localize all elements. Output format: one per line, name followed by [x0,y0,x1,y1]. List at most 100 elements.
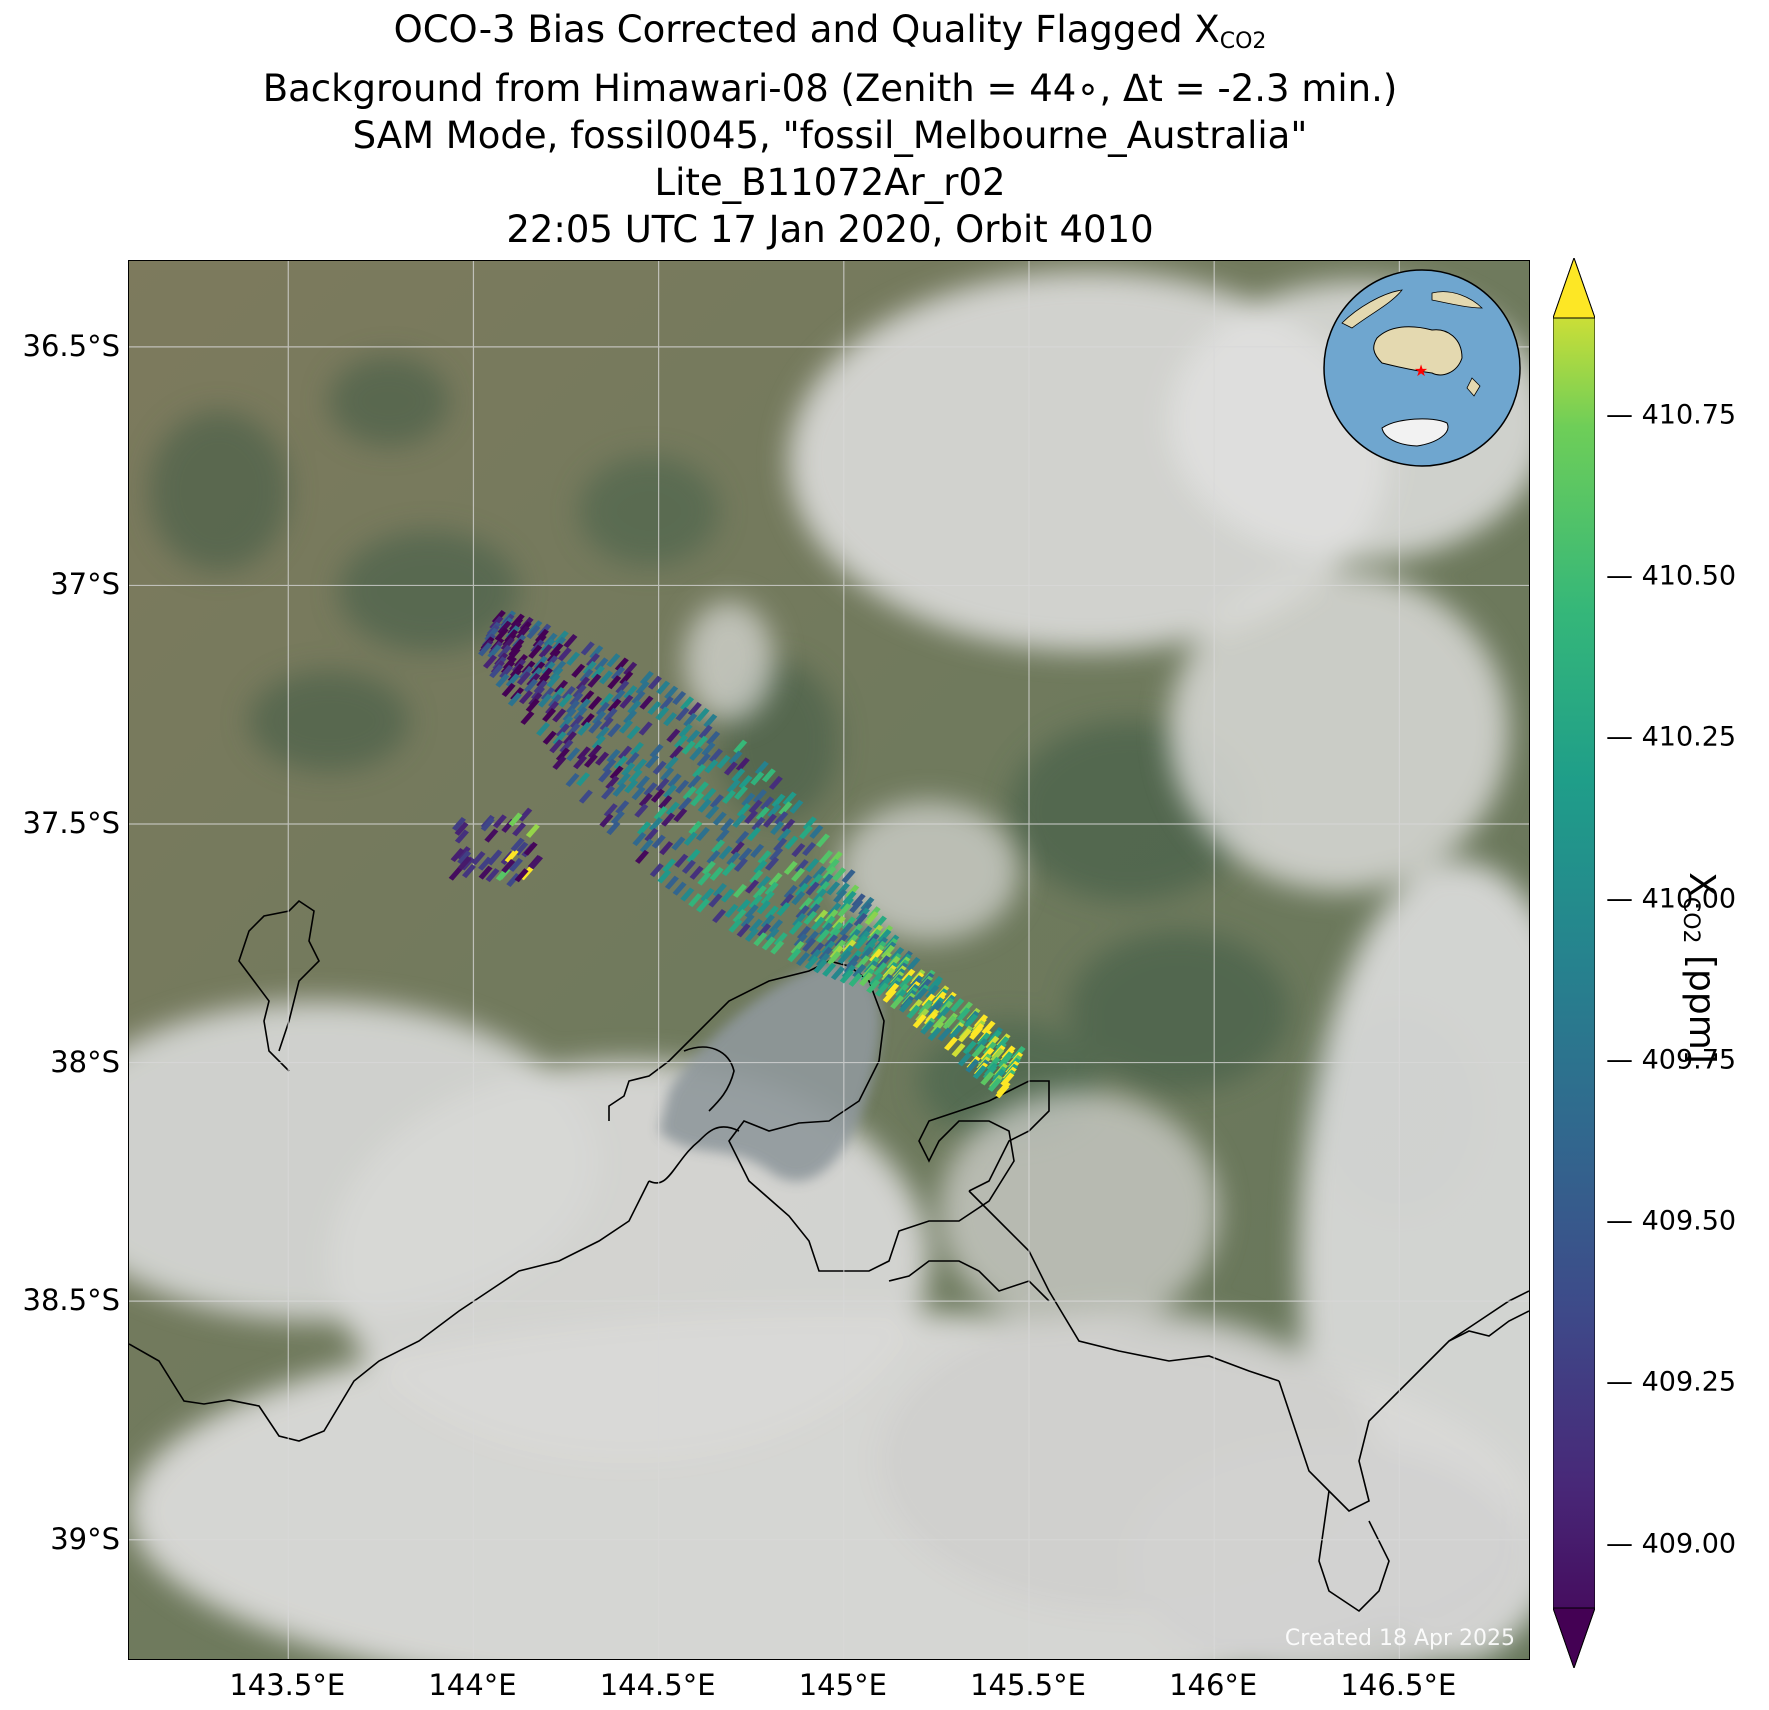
xco2-sounding [804,955,819,970]
xco2-sounding [906,1004,921,1019]
xco2-sounding [761,768,776,783]
xco2-sounding [655,777,670,792]
xco2-sounding [673,808,688,823]
xco2-sounding [631,786,646,801]
xco2-sounding [529,855,544,870]
xco2-sounding [609,765,624,780]
xco2-sounding [661,812,676,827]
xco2-sounding [720,818,735,833]
xco2-sounding [747,827,762,842]
xco2-sounding [487,851,502,866]
xco2-sounding [680,887,695,902]
xco2-sounding [732,813,747,828]
xco2-sounding [607,698,622,713]
xco2-sounding [484,828,499,843]
xco2-sounding [920,1020,935,1035]
location-star-icon: ★ [1414,361,1428,380]
title-line-1: OCO-3 Bias Corrected and Quality Flagged… [393,8,1267,54]
xco2-sounding [783,884,798,899]
xco2-sounding [796,925,811,940]
xco2-sounding [562,731,577,746]
xco2-sounding [576,698,591,713]
xco2-sounding [701,742,716,757]
xco2-sounding [601,785,616,800]
xco2-sounding [579,668,594,683]
xco2-sounding [598,768,613,783]
xco2-sounding [638,792,653,807]
xco2-sounding [647,701,662,716]
xco2-sounding [572,684,587,699]
xco2-sounding [770,820,785,835]
xco2-sounding [633,758,648,773]
xco2-sounding [964,1013,979,1028]
xco2-sounding [634,803,649,818]
xco2-sounding [566,723,581,738]
xco2-sounding [784,835,799,850]
xco2-sounding [672,690,687,705]
xco2-sounding [753,860,768,875]
xco2-sounding [808,873,823,888]
xco2-sounding [950,998,965,1013]
xco2-sounding [664,756,679,771]
xco2-sounding [706,850,721,865]
xco2-sounding [506,647,521,662]
xco2-sounding [528,644,543,659]
xco2-sounding [542,708,557,723]
xco2-sounding [512,822,527,837]
xco2-sounding [873,962,888,977]
xco2-sounding [812,865,827,880]
map-panel: Created 18 Apr 2025 [128,260,1530,1660]
xco2-sounding [590,665,605,680]
xco2-sounding [595,751,610,766]
xco2-sounding [809,895,824,910]
xco2-sounding [756,900,771,915]
xco2-sounding [822,962,837,977]
xco2-sounding [454,821,469,836]
xco2-sounding [489,664,504,679]
xco2-sounding [825,858,840,873]
xco2-sounding [726,851,741,866]
xco2-sounding [624,779,639,794]
xco2-sounding [969,1025,984,1040]
globe-asia [1341,289,1403,329]
xco2-sounding [639,838,654,853]
xco2-sounding [744,904,759,919]
xco2-sounding [497,644,512,659]
xco2-sounding [738,775,753,790]
xco2-sounding [664,685,679,700]
xco2-sounding [514,868,529,883]
xco2-sounding [675,779,690,794]
xco2-sounding [783,860,798,875]
xco2-sounding [802,842,817,857]
colorbar-tick-label: — 409.25 [1606,1366,1737,1398]
xco2-sounding [683,831,698,846]
xco2-sounding [816,929,831,944]
xco2-sounding [557,647,572,662]
xco2-sounding [833,889,848,904]
xco2-sounding [774,811,789,826]
xco2-sounding [688,893,703,908]
colorbar-tick-label: — 409.00 [1606,1528,1737,1559]
xco2-sounding [733,857,748,872]
xco2-sounding [805,930,820,945]
xco2-sounding [552,755,567,770]
xco2-sounding [457,856,472,871]
xco2-sounding [716,754,731,769]
xco2-sounding [569,692,584,707]
xco2-sounding [638,721,653,736]
xco2-sounding [936,1006,951,1021]
xco2-sounding [866,979,881,994]
xco2-sounding [798,897,813,912]
colorbar-extend-min [1553,1607,1595,1668]
xco2-sounding [658,795,673,810]
xco2-sounding [980,1071,995,1086]
xco2-sounding [981,1020,996,1035]
xco2-sounding [664,875,679,890]
xco2-sounding [849,899,864,914]
xco2-sounding [669,745,684,760]
colorbar-tick-label: — 410.00 [1606,883,1737,914]
xco2-sounding [724,903,739,918]
xco2-sounding [794,882,809,897]
xco2-sounding [898,974,913,989]
xco2-sounding [773,932,788,947]
